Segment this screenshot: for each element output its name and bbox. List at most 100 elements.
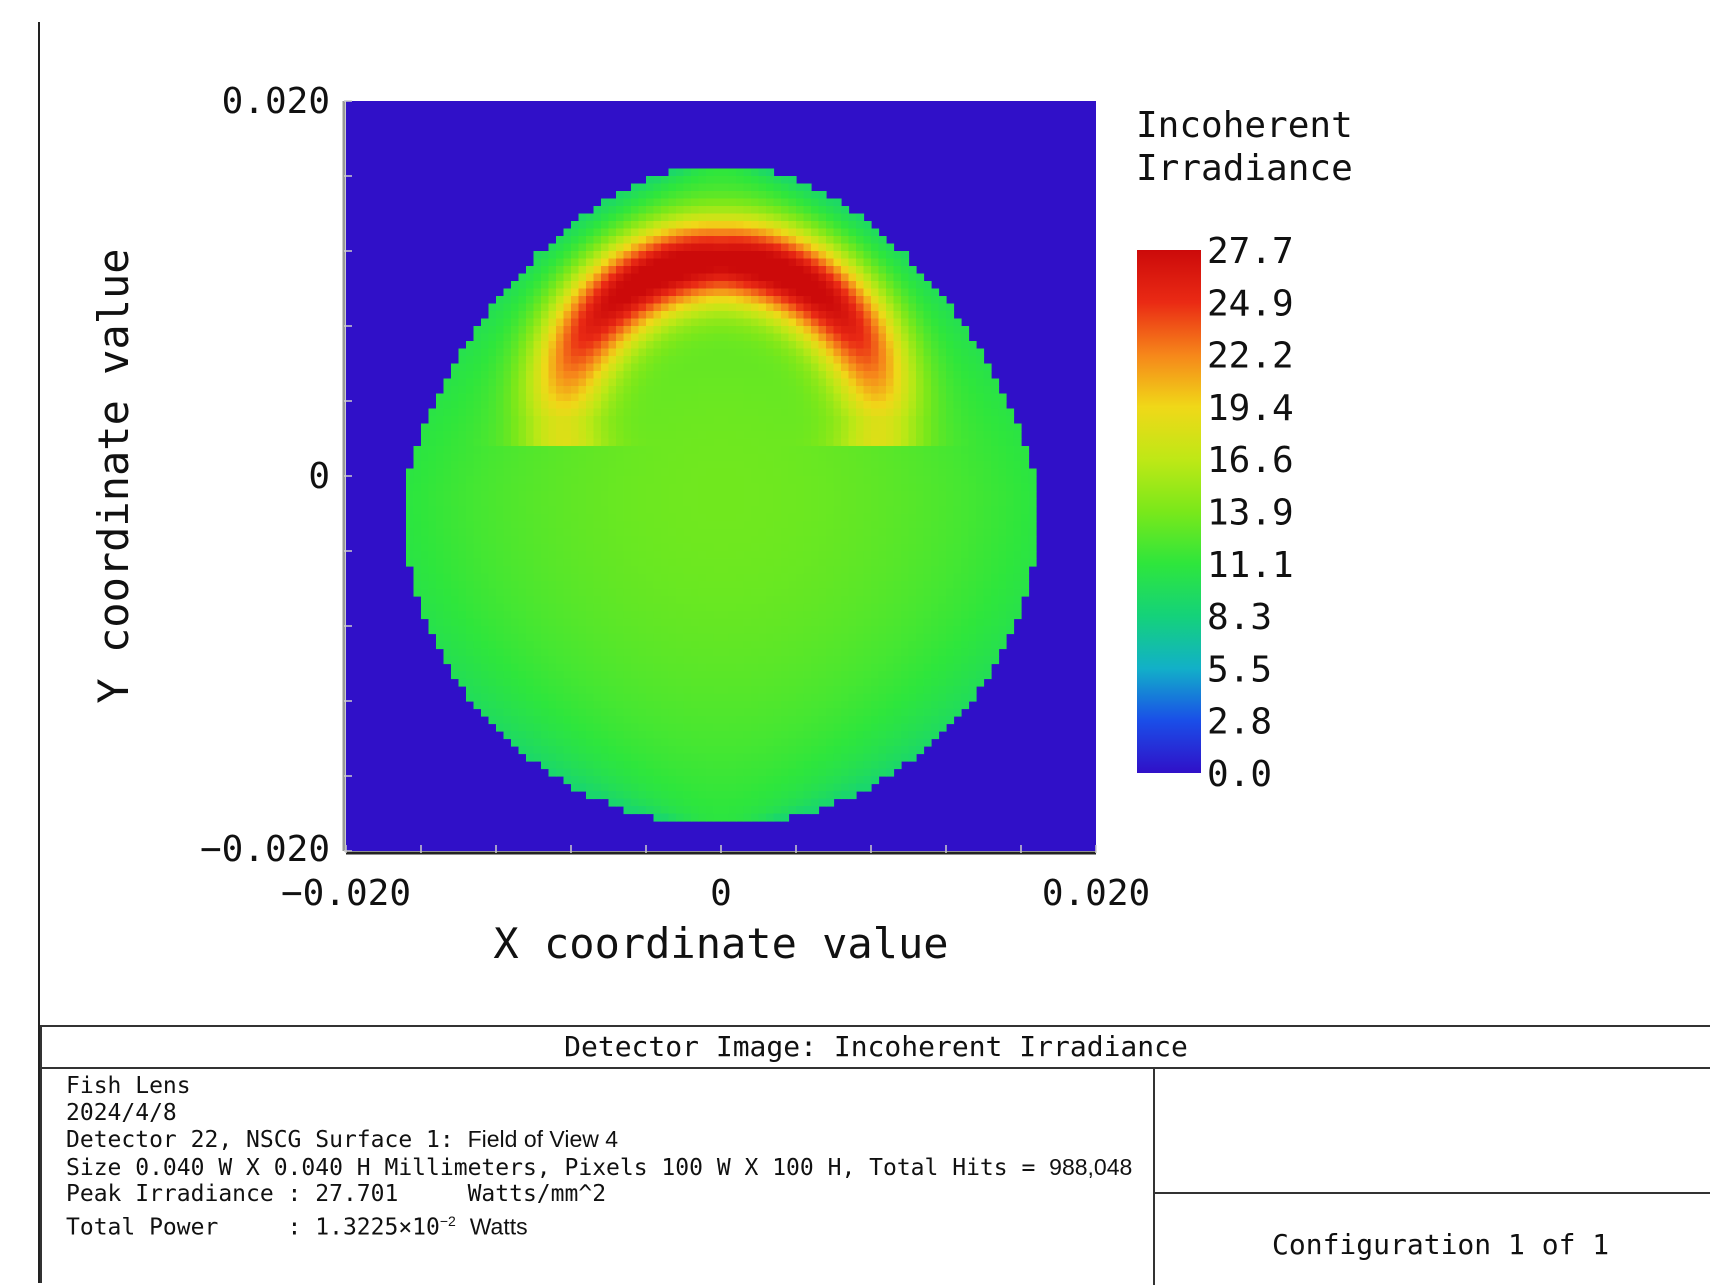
heatmap-cell: [758, 536, 767, 545]
heatmap-cell: [878, 671, 887, 680]
heatmap-cell: [736, 438, 745, 447]
heatmap-cell: [503, 528, 512, 537]
heatmap-cell: [721, 491, 730, 500]
heatmap-cell: [871, 326, 880, 335]
heatmap-cell: [556, 498, 565, 507]
heatmap-cell: [616, 258, 625, 267]
heatmap-cell: [676, 626, 685, 635]
heatmap-cell: [466, 551, 475, 560]
heatmap-cell: [646, 558, 655, 567]
heatmap-cell: [616, 588, 625, 597]
heatmap-cell: [818, 288, 827, 297]
heatmap-cell: [721, 663, 730, 672]
heatmap-cell: [968, 408, 977, 417]
heatmap-cell: [758, 266, 767, 275]
heatmap-cell: [788, 506, 797, 515]
heatmap-cell: [991, 468, 1000, 477]
heatmap-cell: [698, 513, 707, 522]
heatmap-cell: [758, 678, 767, 687]
heatmap-cell: [953, 633, 962, 642]
heatmap-cell: [826, 656, 835, 665]
heatmap-cell: [743, 543, 752, 552]
heatmap-cell: [556, 521, 565, 530]
heatmap-cell: [773, 678, 782, 687]
heatmap-cell: [781, 423, 790, 432]
heatmap-cell: [631, 641, 640, 650]
heatmap-cell: [736, 603, 745, 612]
heatmap-cell: [931, 333, 940, 342]
heatmap-cell: [578, 693, 587, 702]
heatmap-cell: [646, 378, 655, 387]
heatmap-cell: [608, 251, 617, 260]
heatmap-cell: [938, 626, 947, 635]
heatmap-cell: [751, 326, 760, 335]
heatmap-cell: [503, 633, 512, 642]
heatmap-cell: [758, 551, 767, 560]
heatmap-cell: [968, 626, 977, 635]
heatmap-cell: [698, 648, 707, 657]
heatmap-cell: [968, 603, 977, 612]
heatmap-cell: [1013, 551, 1022, 560]
heatmap-cell: [938, 678, 947, 687]
heatmap-cell: [743, 678, 752, 687]
heatmap-cell: [983, 506, 992, 515]
heatmap-cell: [443, 633, 452, 642]
heatmap-cell: [953, 596, 962, 605]
heatmap-cell: [848, 213, 857, 222]
heatmap-cell: [991, 453, 1000, 462]
heatmap-cell: [841, 476, 850, 485]
heatmap-cell: [766, 198, 775, 207]
heatmap-cell: [593, 281, 602, 290]
heatmap-cell: [856, 551, 865, 560]
heatmap-cell: [518, 311, 527, 320]
heatmap-cell: [833, 416, 842, 425]
heatmap-cell: [548, 251, 557, 260]
heatmap-cell: [511, 341, 520, 350]
heatmap-cell: [593, 596, 602, 605]
heatmap-cell: [871, 596, 880, 605]
heatmap-cell: [1006, 476, 1015, 485]
heatmap-cell: [571, 536, 580, 545]
heatmap-cell: [691, 333, 700, 342]
heatmap-cell: [421, 521, 430, 530]
heatmap-cell: [736, 206, 745, 215]
heatmap-cell: [698, 198, 707, 207]
heatmap-cell: [818, 588, 827, 597]
heatmap-cell: [488, 318, 497, 327]
heatmap-cell: [563, 671, 572, 680]
heatmap-cell: [586, 491, 595, 500]
heatmap-cell: [571, 476, 580, 485]
heatmap-cell: [511, 476, 520, 485]
heatmap-cell: [511, 581, 520, 590]
heatmap-cell: [556, 596, 565, 605]
heatmap-cell: [683, 701, 692, 710]
heatmap-cell: [923, 461, 932, 470]
heatmap-cell: [488, 491, 497, 500]
heatmap-cell: [503, 618, 512, 627]
heatmap-cell: [743, 611, 752, 620]
heatmap-cell: [571, 333, 580, 342]
heatmap-cell: [968, 633, 977, 642]
heatmap-cell: [571, 566, 580, 575]
heatmap-cell: [466, 341, 475, 350]
heatmap-cell: [421, 483, 430, 492]
heatmap-cell: [518, 633, 527, 642]
heatmap-cell: [878, 408, 887, 417]
heatmap-cell: [713, 701, 722, 710]
heatmap-cell: [796, 491, 805, 500]
heatmap-cell: [503, 296, 512, 305]
heatmap-cell: [668, 701, 677, 710]
heatmap-cell: [571, 483, 580, 492]
heatmap-cell: [938, 326, 947, 335]
heatmap-cell: [593, 273, 602, 282]
heatmap-cell: [593, 573, 602, 582]
heatmap-cell: [631, 543, 640, 552]
heatmap-cell: [526, 521, 535, 530]
heatmap-cell: [443, 513, 452, 522]
heatmap-cell: [841, 633, 850, 642]
heatmap-cell: [953, 708, 962, 717]
heatmap-cell: [923, 378, 932, 387]
heatmap-cell: [796, 191, 805, 200]
heatmap-cell: [556, 686, 565, 695]
heatmap-cell: [638, 708, 647, 717]
